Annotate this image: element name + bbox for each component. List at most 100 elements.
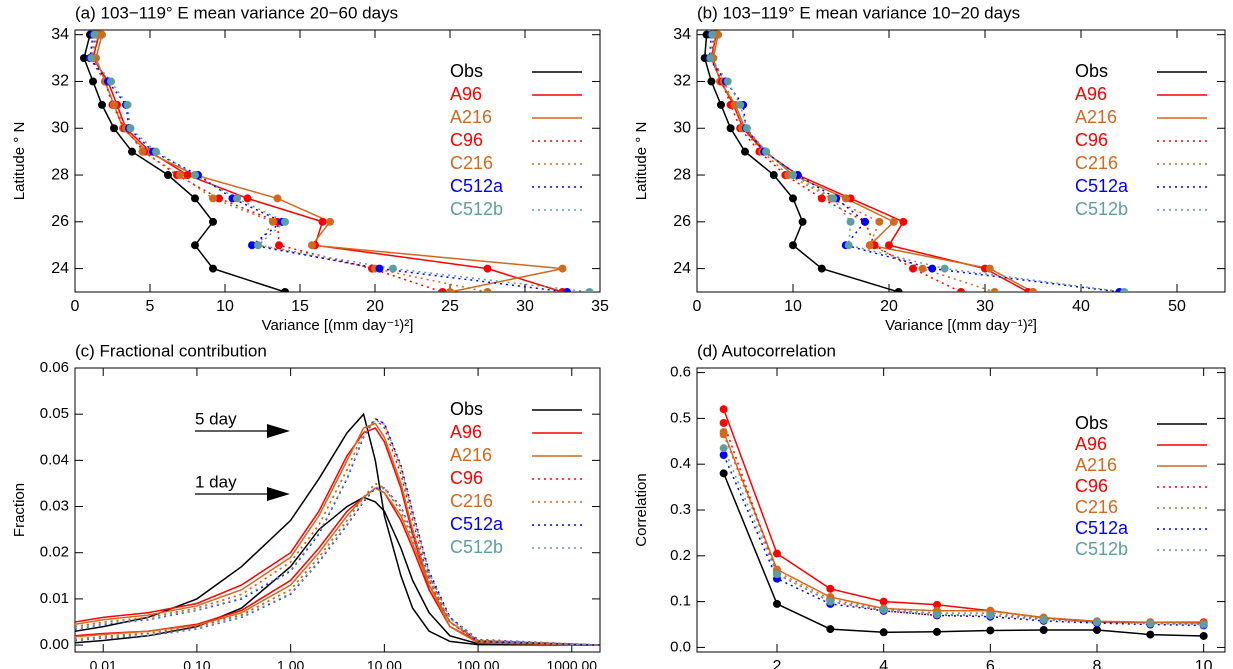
point [281, 288, 289, 292]
point [209, 217, 217, 226]
legend-label: C512a [1075, 176, 1129, 196]
point [375, 264, 384, 273]
series-line [75, 418, 600, 646]
legend-label: Obs [1075, 61, 1108, 81]
series-line [709, 34, 1125, 292]
point [707, 77, 716, 86]
x-tick-label: 40 [1072, 298, 1090, 315]
point [98, 100, 106, 109]
legend-label: C512b [1075, 539, 1128, 559]
series-line [75, 427, 600, 646]
point [326, 217, 334, 226]
point [1199, 620, 1208, 629]
point [719, 451, 728, 460]
legend-label: A216 [1075, 455, 1117, 475]
point [773, 570, 781, 579]
y-tick-label: 30 [673, 119, 691, 136]
point [138, 147, 147, 156]
point [1093, 618, 1101, 627]
point [273, 194, 282, 203]
plot-frame [74, 367, 601, 653]
y-tick-label: 0.02 [40, 544, 69, 561]
point [933, 600, 941, 609]
point [87, 54, 96, 63]
point [829, 194, 838, 203]
point [879, 597, 888, 606]
series-line [723, 434, 1204, 625]
point [1029, 288, 1037, 292]
y-tick-label: 0.01 [40, 590, 69, 607]
point [865, 241, 874, 250]
x-tick-label: 1000.00 [546, 658, 597, 669]
x-tick-label: 30 [976, 298, 994, 315]
point [233, 194, 241, 203]
point [1199, 631, 1208, 640]
point [1039, 615, 1048, 624]
point [483, 264, 492, 273]
panel: (a) 103−119° E mean variance 20−60 days V… [11, 3, 609, 333]
x-tick-label: 0.10 [183, 658, 210, 669]
point [817, 194, 826, 203]
point [585, 288, 594, 292]
series-line [711, 34, 995, 292]
series-line [90, 34, 590, 292]
point [846, 217, 855, 226]
legend-label: C216 [1075, 497, 1118, 517]
panel-title: (d) Autocorrelation [697, 341, 836, 360]
point [928, 264, 937, 273]
x-tick-label: 15 [291, 298, 309, 315]
plot-area [80, 30, 594, 292]
point [126, 124, 135, 133]
plot-area [700, 30, 1129, 292]
point [723, 77, 732, 86]
y-tick-label: 28 [673, 166, 691, 183]
point [918, 264, 927, 273]
point [990, 288, 999, 292]
panel: (d) AutocorrelationLag [days]Correlation… [633, 341, 1226, 669]
point [875, 217, 884, 226]
y-tick-label: 24 [673, 260, 691, 277]
point [1146, 619, 1155, 628]
series-line [75, 496, 600, 646]
point [719, 418, 728, 427]
series-line [723, 447, 1204, 626]
point [940, 264, 949, 273]
panel: (b) 103−119° E mean variance 10−20 days V… [633, 3, 1226, 334]
point [879, 628, 888, 637]
x-tick-label: 0 [693, 298, 702, 315]
point [1093, 626, 1101, 635]
y-tick-label: 26 [673, 213, 691, 230]
series-line [75, 482, 600, 646]
point [209, 264, 217, 273]
point [191, 241, 199, 250]
point [308, 241, 316, 250]
point [706, 54, 715, 63]
point [1120, 288, 1129, 292]
point [110, 100, 118, 109]
point [861, 217, 869, 226]
legend-label: C512a [450, 176, 504, 196]
legend-label: C96 [450, 130, 483, 150]
y-tick-label: 0.00 [40, 636, 69, 653]
legend-label: C96 [1075, 130, 1108, 150]
point [769, 171, 778, 180]
legend-label: Obs [1075, 413, 1108, 433]
point [558, 264, 567, 273]
point [789, 171, 797, 180]
point [248, 241, 256, 250]
point [1146, 630, 1155, 639]
point [110, 124, 118, 133]
point [719, 469, 728, 478]
point [879, 605, 888, 614]
series-line [83, 34, 286, 292]
y-axis-label: Latitude ° N [11, 122, 28, 201]
y-tick-label: 0.0 [670, 638, 691, 655]
point [191, 171, 199, 180]
annotation: 1 day [195, 472, 237, 491]
point [318, 217, 327, 226]
point [826, 625, 835, 634]
point [957, 288, 965, 292]
series-line [89, 34, 568, 292]
point [438, 288, 447, 292]
point [164, 171, 172, 180]
